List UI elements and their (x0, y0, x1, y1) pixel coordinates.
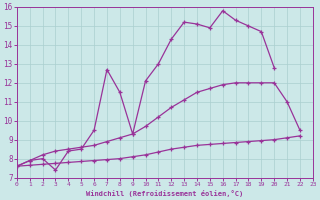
X-axis label: Windchill (Refroidissement éolien,°C): Windchill (Refroidissement éolien,°C) (86, 190, 244, 197)
